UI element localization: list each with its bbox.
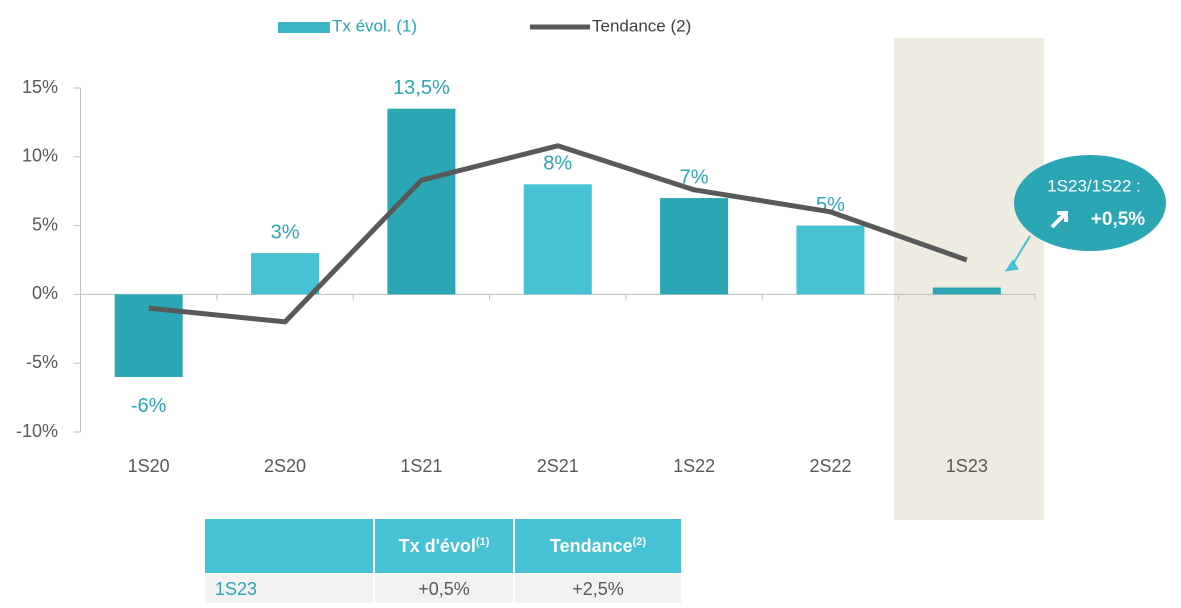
data-label: 7% [680, 166, 709, 188]
data-label: 3% [271, 221, 300, 243]
callout-value: +0,5% [1091, 209, 1146, 230]
x-tick-label: 1S20 [128, 456, 170, 476]
legend-label: Tx évol. (1) [332, 16, 417, 35]
highlight-band [893, 38, 1044, 520]
x-tick-label: 2S20 [264, 456, 306, 476]
header-cell: Tx d'évol(1) [373, 517, 515, 575]
y-tick-label: -5% [26, 352, 58, 372]
legend-label: Tendance (2) [592, 16, 691, 35]
bar [932, 287, 1001, 295]
x-tick-label: 1S22 [673, 456, 715, 476]
x-tick-label: 2S22 [809, 456, 851, 476]
data-label: -6% [131, 395, 167, 417]
callout-title: 1S23/1S22 : [1047, 176, 1141, 195]
data-label: 13,5% [393, 77, 450, 99]
cell: +2,5% [513, 573, 683, 605]
x-tick-label: 1S23 [946, 456, 988, 476]
header-sup: (1) [475, 535, 490, 548]
bar [114, 294, 183, 377]
summary-table: Tx d'évol(1) Tendance(2) 1S23 +0,5% +2,5… [203, 517, 683, 605]
legend-swatch [278, 22, 330, 33]
callout-bubble [1014, 155, 1166, 251]
header-cell: Tendance(2) [513, 517, 683, 575]
callout-arrowhead [1004, 259, 1019, 272]
bar [523, 184, 592, 295]
header-text: Tendance [549, 535, 633, 556]
cell: 1S23 [203, 573, 375, 605]
y-tick-label: 15% [22, 77, 58, 97]
row: 1S23 +0,5% +2,5% [203, 573, 683, 605]
y-tick-label: 5% [32, 214, 58, 234]
y-tick-label: -10% [16, 421, 58, 441]
header-sup: (2) [632, 535, 647, 548]
cell: +0,5% [373, 573, 515, 605]
header-text: Tx d'évol [398, 535, 476, 556]
y-tick-label: 10% [22, 146, 58, 166]
trend-line [148, 143, 968, 325]
empty-header [203, 517, 375, 575]
y-tick-label: 0% [32, 283, 58, 303]
header-row: Tx d'évol(1) Tendance(2) [203, 517, 683, 575]
bar [251, 253, 320, 295]
bar [796, 225, 865, 295]
x-tick-label: 1S21 [400, 456, 442, 476]
up-arrow-icon [1050, 211, 1068, 229]
data-label: 8% [543, 153, 572, 175]
bar [660, 198, 729, 295]
x-tick-label: 2S21 [537, 456, 579, 476]
